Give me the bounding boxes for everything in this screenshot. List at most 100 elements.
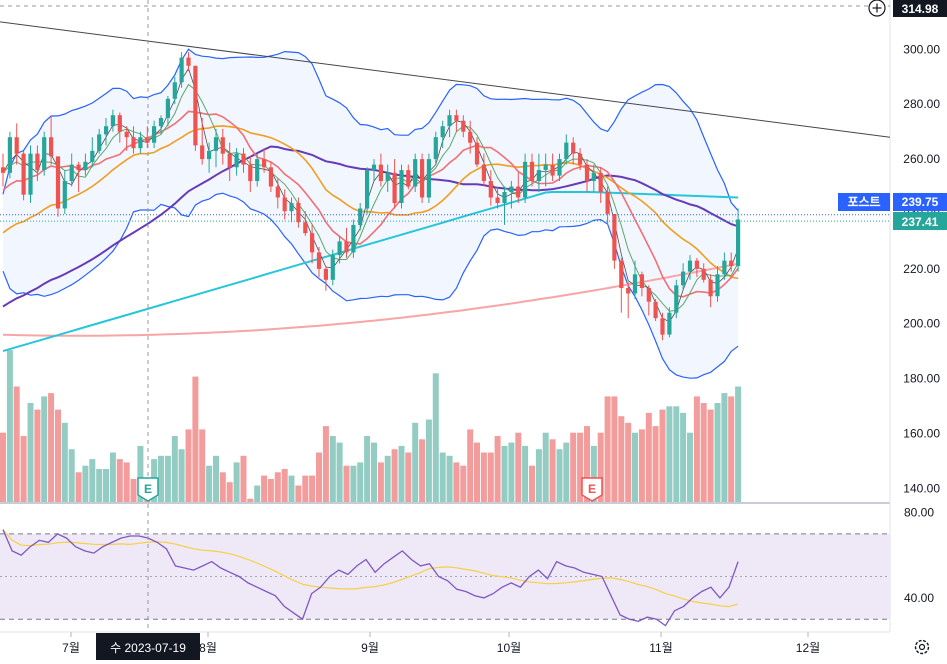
candle-body <box>262 159 267 168</box>
candle-body <box>200 145 205 160</box>
earnings-marker[interactable]: E <box>137 477 159 502</box>
candle-body <box>316 252 322 269</box>
candle-body <box>694 260 699 269</box>
earnings-marker-shape <box>137 477 159 502</box>
volume-bar <box>652 426 659 502</box>
top-price-tag-value: 314.98 <box>902 2 939 16</box>
candle-body <box>358 208 363 225</box>
post-value-bg <box>893 193 947 211</box>
volume-bar <box>20 436 27 502</box>
candle-body <box>248 164 253 182</box>
volume-bar <box>322 426 329 502</box>
rsi-ma-line <box>2 529 739 608</box>
post-price-tag[interactable]: 포스트 239.75 <box>838 193 947 211</box>
settings-gear-icon[interactable] <box>914 639 930 655</box>
candle-body <box>179 57 184 83</box>
post-label-bg <box>838 193 890 211</box>
candle-body <box>371 164 377 171</box>
price-tick-label: 200.00 <box>903 317 940 331</box>
volume-bar <box>549 439 556 502</box>
volume-bar <box>618 416 625 502</box>
time-tick-label: 9월 <box>361 641 379 655</box>
candle-body <box>598 172 603 192</box>
candle-body <box>69 164 74 182</box>
candle-body <box>543 164 548 171</box>
volume-bar <box>460 465 467 502</box>
candle-body <box>234 153 239 168</box>
volume-bar <box>274 472 281 502</box>
volume-bar <box>687 432 693 502</box>
ma-100-line <box>2 191 739 353</box>
candle-body <box>557 159 562 176</box>
candle-body <box>729 260 734 267</box>
volume-bar <box>109 452 116 502</box>
volume-bar <box>13 386 20 502</box>
candle-body <box>303 222 308 234</box>
candle-body <box>62 181 67 209</box>
last-price-tag[interactable]: 237.41 <box>893 212 947 230</box>
ma-5-line <box>2 83 739 312</box>
time-axis[interactable]: 7월 8월 9월 10월 11월 12월 <box>62 632 820 655</box>
volume-bar <box>405 452 412 502</box>
candle-body <box>97 134 102 151</box>
rsi-pane[interactable] <box>0 529 890 627</box>
candle-body <box>152 126 157 143</box>
price-tick-label: 180.00 <box>903 372 940 386</box>
price-axis[interactable]: 300.00280.00260.00240.00220.00200.00180.… <box>903 42 940 495</box>
last-price-tag-value: 237.41 <box>902 215 939 229</box>
candle-body <box>433 137 438 160</box>
top-price-tag[interactable]: 314.98 <box>868 0 947 17</box>
candle-body <box>296 203 301 223</box>
candle-body <box>708 279 713 297</box>
price-tick-label: 260.00 <box>903 152 940 166</box>
candle-body <box>736 219 741 267</box>
candle-body <box>213 137 219 151</box>
candle-body <box>681 271 686 286</box>
volume-bar <box>171 436 178 502</box>
candle-body <box>516 186 521 198</box>
volume-bar <box>535 449 542 502</box>
ma-200-line <box>2 262 739 337</box>
volume-bar <box>137 445 144 502</box>
candle-body <box>165 98 170 118</box>
candle-body <box>21 153 26 195</box>
price-tick-label: 160.00 <box>903 426 940 440</box>
candle-body <box>124 131 129 138</box>
rsi-axis[interactable]: 80.00 40.00 <box>904 506 934 605</box>
candle-body <box>399 170 404 203</box>
volume-bar <box>480 452 487 502</box>
volume-bar <box>666 406 673 502</box>
volume-bar <box>75 472 82 502</box>
crosshair-date-text: 수 2023-07-19 <box>110 641 186 655</box>
candle-body <box>7 137 12 173</box>
candle-body <box>612 214 617 261</box>
price-tick-label: 280.00 <box>903 97 940 111</box>
candle-body <box>550 164 555 176</box>
volume-bar <box>158 455 164 502</box>
volume-bar <box>371 442 377 502</box>
volume-bar <box>281 469 288 502</box>
candle-body <box>701 268 706 280</box>
volume-bar <box>233 462 240 502</box>
volume-bar <box>467 429 474 502</box>
candle-body <box>227 153 232 168</box>
price-tick-label: 220.00 <box>903 262 940 276</box>
volume-bar <box>254 485 261 502</box>
ma-60-line <box>2 145 739 308</box>
candle-body <box>104 126 109 135</box>
candle-body <box>117 115 122 132</box>
top-price-tag-bg <box>893 0 947 17</box>
candle-body <box>42 137 47 171</box>
gear-inner <box>918 643 926 651</box>
candle-body <box>667 312 672 335</box>
candle-body <box>172 82 177 99</box>
candle-body <box>351 224 356 253</box>
candle-body <box>488 181 493 198</box>
volume-bar <box>336 442 343 502</box>
volume-bar <box>529 465 535 502</box>
volume-bar <box>659 409 666 502</box>
volume-bar <box>55 409 61 502</box>
candle-body <box>674 285 679 313</box>
earnings-marker[interactable]: E <box>581 477 603 502</box>
